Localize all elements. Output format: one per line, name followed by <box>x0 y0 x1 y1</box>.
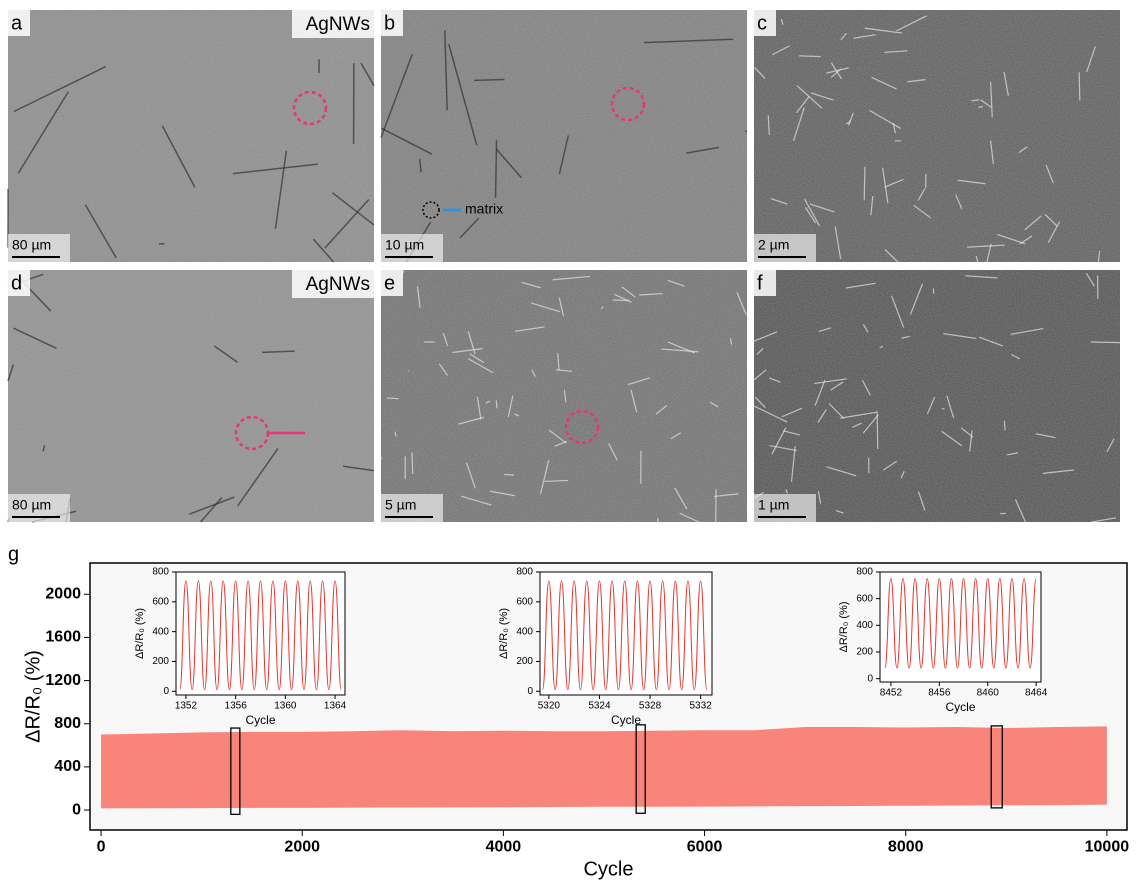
panel-label: b <box>384 12 395 34</box>
panel-label: f <box>757 272 763 294</box>
nanowire <box>412 452 413 473</box>
nanowire <box>496 400 497 408</box>
x-tick-label: 5328 <box>639 701 662 712</box>
y-tick-label: 800 <box>152 567 169 578</box>
x-tick-label: 1360 <box>274 701 297 712</box>
crack <box>745 131 747 132</box>
y-axis-label: ΔR/R₀ (%) <box>498 608 510 659</box>
x-tick-label: 5320 <box>538 701 561 712</box>
scale-bar-label: 2 µm <box>758 237 789 253</box>
x-tick-label: 1356 <box>225 701 248 712</box>
scale-bar-label: 5 µm <box>385 497 416 513</box>
nanowire <box>1091 342 1120 343</box>
y-tick-label: 1200 <box>45 672 81 689</box>
scale-bar-label: 80 µm <box>12 497 51 513</box>
y-tick-label: 2000 <box>45 586 81 603</box>
x-tick-label: 1352 <box>175 701 198 712</box>
x-tick-label: 8456 <box>928 688 951 699</box>
data-band <box>101 726 1107 808</box>
x-tick-label: 5332 <box>689 701 712 712</box>
sem-image: f 1 µm <box>754 270 1120 522</box>
panel-label: e <box>384 272 395 294</box>
image-texture <box>381 10 747 262</box>
panel-label: c <box>757 12 767 34</box>
crack <box>474 80 504 81</box>
scale-bar-label: 10 µm <box>385 237 424 253</box>
nanowire <box>1004 421 1005 431</box>
image-texture <box>381 270 747 522</box>
image-tag: AgNWs <box>306 274 370 295</box>
figure: a AgNWs 80 µm b 10 µm matrix c 2 µm d AgNWs 80 µm e… <box>0 0 1137 883</box>
y-axis-label: ΔR/R₀ (%) <box>22 650 44 743</box>
x-tick-label: 4000 <box>486 838 522 855</box>
scale-bar-label: 80 µm <box>12 237 51 253</box>
sem-image: b 10 µm matrix <box>381 10 747 262</box>
y-tick-label: 0 <box>72 801 81 818</box>
x-tick-label: 8452 <box>880 688 903 699</box>
x-axis-label: Cycle <box>245 713 275 727</box>
y-axis-label: ΔR/R₀ (%) <box>134 608 146 659</box>
image-texture <box>754 10 1120 262</box>
sem-image: d AgNWs 80 µm <box>8 270 374 522</box>
image-note: matrix <box>465 201 503 217</box>
nanowire <box>504 475 514 476</box>
x-tick-label: 2000 <box>284 838 320 855</box>
y-tick-label: 400 <box>516 626 533 637</box>
y-tick-label: 0 <box>163 686 169 697</box>
nanowire <box>877 411 878 449</box>
scale-bar-label: 1 µm <box>758 497 789 513</box>
nanowire <box>1079 72 1080 100</box>
y-tick-label: 800 <box>54 715 81 732</box>
x-axis-label: Cycle <box>945 700 975 714</box>
panel-label: g <box>8 543 19 565</box>
y-tick-label: 600 <box>152 596 169 607</box>
y-tick-label: 1600 <box>45 629 81 646</box>
panel-label: d <box>11 272 22 294</box>
x-tick-label: 6000 <box>687 838 723 855</box>
y-tick-label: 0 <box>867 673 873 684</box>
y-tick-label: 800 <box>516 567 533 578</box>
y-tick-label: 200 <box>152 656 169 667</box>
x-tick-label: 8000 <box>888 838 924 855</box>
x-tick-label: 8460 <box>977 688 1000 699</box>
nanowire <box>387 398 399 399</box>
y-tick-label: 200 <box>516 656 533 667</box>
y-tick-label: 0 <box>527 686 533 697</box>
y-axis-label: ΔR/R₀ (%) <box>838 601 850 652</box>
nanowire <box>613 300 629 301</box>
y-tick-label: 400 <box>152 626 169 637</box>
x-axis-label: Cycle <box>583 858 633 880</box>
y-tick-label: 600 <box>856 593 873 604</box>
y-tick-label: 800 <box>856 567 873 578</box>
y-tick-label: 600 <box>516 596 533 607</box>
y-tick-label: 400 <box>856 620 873 631</box>
image-texture <box>8 10 374 262</box>
sem-image: a AgNWs 80 µm <box>8 10 374 262</box>
y-tick-label: 400 <box>54 758 81 775</box>
panel-label: a <box>11 12 23 34</box>
x-tick-label: 5324 <box>588 701 611 712</box>
image-tag: AgNWs <box>306 14 370 35</box>
nanowire <box>864 167 865 201</box>
sem-image: e 5 µm <box>381 270 747 522</box>
x-tick-label: 0 <box>97 838 106 855</box>
x-tick-label: 1364 <box>324 701 347 712</box>
nanowire <box>799 56 821 57</box>
crack <box>496 140 497 198</box>
image-texture <box>8 270 374 522</box>
x-tick-label: 10000 <box>1085 838 1130 855</box>
x-tick-label: 8464 <box>1025 688 1048 699</box>
x-axis-label: Cycle <box>611 713 641 727</box>
image-texture <box>754 270 1120 522</box>
y-tick-label: 200 <box>856 647 873 658</box>
sem-image: c 2 µm <box>754 10 1120 262</box>
